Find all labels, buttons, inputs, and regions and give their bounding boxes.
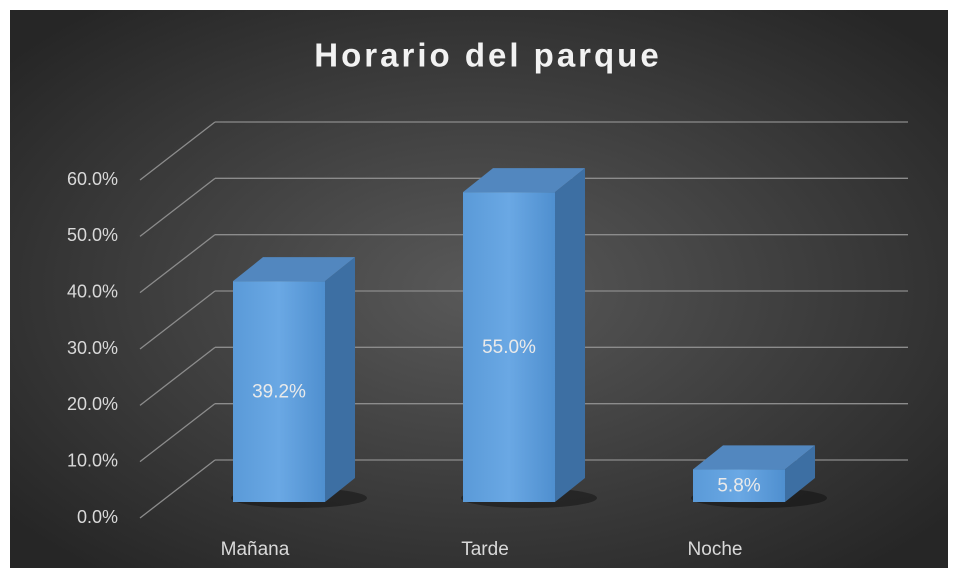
y-tick-label: 20.0% [67, 394, 118, 414]
grid-line-diagonal [139, 346, 216, 406]
x-tick-label: Tarde [461, 539, 509, 560]
bar-side [785, 445, 815, 502]
x-tick-label: Mañana [221, 539, 290, 560]
bar-top [233, 257, 355, 282]
grid-line-diagonal [139, 177, 216, 237]
y-tick-label: 30.0% [67, 338, 118, 358]
y-tick-label: 50.0% [67, 225, 118, 245]
bar [693, 469, 785, 502]
grid-line-diagonal [139, 459, 216, 519]
bar [233, 281, 325, 502]
grid-line-diagonal [139, 121, 216, 181]
data-label: 39.2% [252, 382, 306, 403]
data-label: 5.8% [717, 476, 760, 497]
y-tick-label: 10.0% [67, 450, 118, 470]
bar-top [693, 445, 815, 470]
bar-side [555, 168, 585, 502]
bar [463, 192, 555, 502]
grid-line-diagonal [139, 234, 216, 294]
y-tick-label: 0.0% [77, 507, 118, 527]
bar-top [463, 168, 585, 193]
y-tick-label: 40.0% [67, 281, 118, 301]
chart-title: Horario del parque [314, 37, 661, 74]
y-tick-label: 60.0% [67, 169, 118, 189]
x-tick-label: Noche [688, 539, 743, 560]
data-label: 55.0% [482, 337, 536, 358]
grid-line-diagonal [139, 403, 216, 463]
grid-line-diagonal [139, 290, 216, 350]
bar-side [325, 257, 355, 502]
